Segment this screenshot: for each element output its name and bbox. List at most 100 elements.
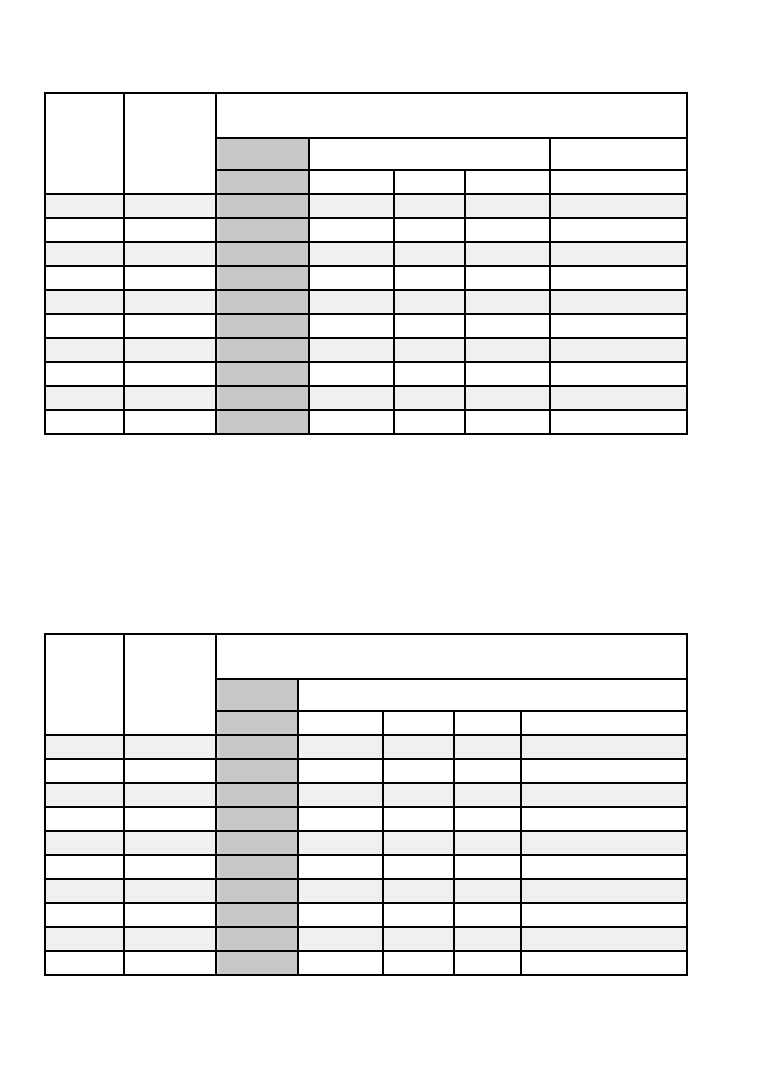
table-cell [123,265,217,291]
table-cell [215,241,310,267]
table-cell [123,854,217,880]
table-cell [123,313,217,339]
table-cell [297,902,384,928]
table-cell [44,217,125,243]
table-cell [382,854,455,880]
table-cell [464,289,551,315]
table-cell [464,361,551,387]
table-row [44,265,689,291]
table-1-body [44,92,689,435]
table-cell [308,265,395,291]
table-cell [393,265,466,291]
header-cell [393,169,466,195]
table-cell [44,409,125,435]
table-cell [123,806,217,832]
header-cell [44,633,125,736]
table-cell [44,782,125,808]
header-cell [297,710,384,736]
table-cell [393,313,466,339]
table-cell [297,734,384,760]
table-cell [308,361,395,387]
header-shaded-cell [215,169,310,195]
table-cell [464,241,551,267]
table-cell [382,950,455,976]
header-subgroup-cell [308,137,551,171]
table-cell [519,734,689,760]
table-cell [308,241,395,267]
table-cell [215,926,299,952]
table-cell [548,217,689,243]
table-cell [464,193,551,219]
table-cell [44,830,125,856]
table-cell [123,385,217,411]
table-cell [44,193,125,219]
table-cell [44,313,125,339]
table-cell [519,878,689,904]
header-cell [308,169,395,195]
table-cell [464,313,551,339]
table-row [44,241,689,267]
table-row [44,782,689,808]
header-shaded-cell [215,678,299,712]
table-row [44,902,689,928]
table-cell [308,217,395,243]
table-cell [215,361,310,387]
table-cell [215,902,299,928]
header-cell [382,710,455,736]
table-cell [453,758,522,784]
table-cell [464,385,551,411]
table-cell [44,289,125,315]
table-row [44,361,689,387]
table-row [44,409,689,435]
header-group-cell [214,633,689,680]
table-cell [297,782,384,808]
table-cell [393,289,466,315]
table-cell [393,337,466,363]
table-cell [215,830,299,856]
table-cell [44,241,125,267]
table-cell [393,361,466,387]
table-cell [215,217,310,243]
table-cell [215,409,310,435]
table-cell [519,758,689,784]
table-cell [297,950,384,976]
table-cell [123,758,217,784]
table-cell [123,902,217,928]
table-cell [519,782,689,808]
table-cell [519,806,689,832]
table-cell [453,782,522,808]
table-cell [308,409,395,435]
table-cell [215,337,310,363]
table-cell [382,878,455,904]
table-cell [393,193,466,219]
table-cell [382,806,455,832]
table-cell [215,782,299,808]
table-row [44,926,689,952]
table-cell [548,385,689,411]
table-2 [44,633,689,976]
table-cell [44,361,125,387]
table-cell [297,830,384,856]
table-cell [548,337,689,363]
table-row [44,830,689,856]
table-cell [123,289,217,315]
header-cell [453,710,522,736]
header-cell [123,633,217,736]
table-cell [453,734,522,760]
header-subgroup-cell [296,678,689,712]
table-cell [44,806,125,832]
table-cell [123,217,217,243]
table-row [44,313,689,339]
table-cell [123,734,217,760]
table-cell [44,734,125,760]
table-cell [464,409,551,435]
table-cell [453,902,522,928]
table-2-body [44,633,689,976]
table-cell [453,806,522,832]
table-row [44,385,689,411]
table-cell [44,854,125,880]
header-cell [519,710,689,736]
table-cell [453,878,522,904]
table-cell [519,902,689,928]
table-cell [123,782,217,808]
